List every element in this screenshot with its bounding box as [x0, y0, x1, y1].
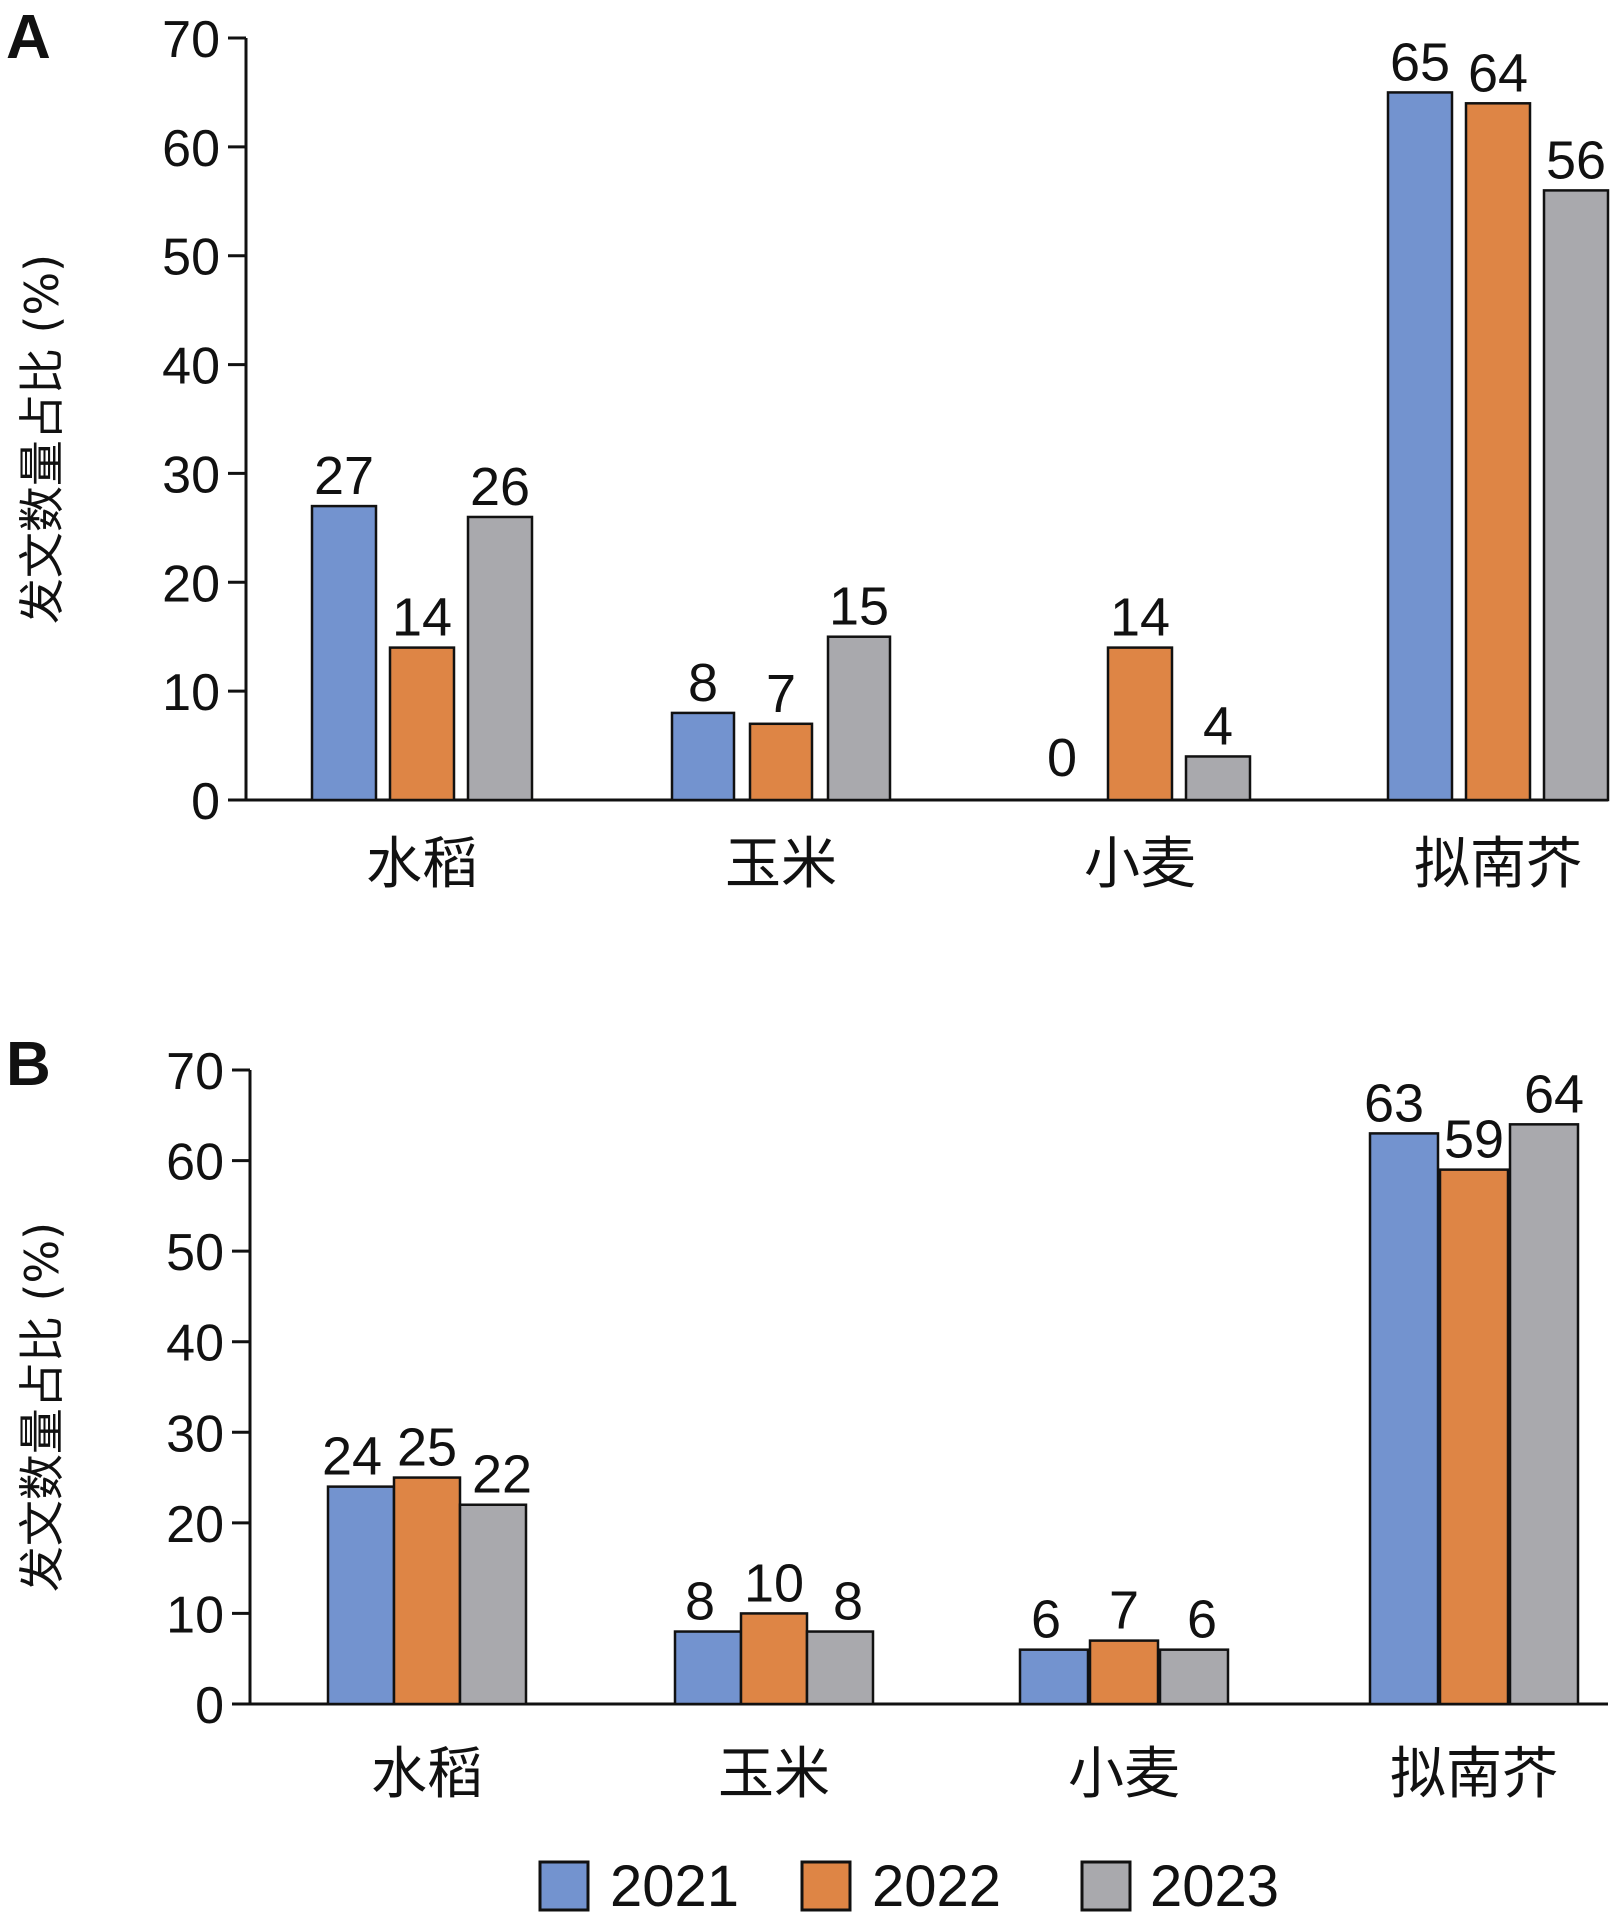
- chart-a-category-label: 玉米: [725, 832, 837, 897]
- chart-a-y-tick-label: 60: [162, 120, 220, 178]
- chart-b-bar-2023: [805, 1630, 875, 1706]
- chart-b-y-tick-label: 20: [166, 1496, 224, 1554]
- chart-b-y-tick-label: 40: [166, 1315, 224, 1373]
- legend-swatch-2022: [800, 1860, 852, 1912]
- chart-b-y-tick-label: 70: [166, 1043, 224, 1101]
- chart-b-category-label: 水稻: [371, 1742, 483, 1807]
- chart-a-y-tick-label: 70: [162, 11, 220, 69]
- chart-b-category-label: 拟南芥: [1390, 1742, 1558, 1807]
- chart-a-y-tick-label: 30: [162, 446, 220, 504]
- chart-a-y-tick-label: 50: [162, 229, 220, 287]
- chart-b-value-label: 24: [322, 1427, 382, 1487]
- chart-a-bar-2021: [1386, 91, 1454, 802]
- chart-b-value-label: 22: [472, 1445, 532, 1505]
- legend-swatch-2021: [538, 1860, 590, 1912]
- legend-label-2021: 2021: [610, 1854, 739, 1918]
- chart-a-value-label: 14: [1110, 588, 1170, 648]
- chart-b-bar-2022: [392, 1476, 462, 1706]
- chart-b-value-label: 6: [1187, 1590, 1217, 1650]
- chart-b-bar-2022: [739, 1612, 809, 1706]
- chart-a-value-label: 15: [829, 577, 889, 637]
- chart-b-bar-2023: [458, 1503, 528, 1706]
- chart-b-bar-2021: [1018, 1648, 1090, 1706]
- chart-b-value-label: 7: [1109, 1581, 1139, 1641]
- chart-b-value-label: 25: [397, 1418, 457, 1478]
- chart-a-value-label: 26: [470, 457, 530, 517]
- chart-b-bar-2022: [1438, 1168, 1510, 1706]
- legend-swatch-2023: [1080, 1860, 1132, 1912]
- chart-a-bar-2022: [1106, 646, 1174, 802]
- chart-b-panel-letter: B: [6, 1030, 51, 1099]
- chart-a-bar-2023: [466, 515, 534, 802]
- chart-a-panel-letter: A: [6, 3, 51, 72]
- chart-b-bar-2022: [1088, 1639, 1160, 1706]
- chart-b-bar-2021: [1368, 1132, 1440, 1706]
- chart-b-value-label: 8: [833, 1572, 863, 1632]
- chart-a-y-tick-label: 20: [162, 555, 220, 613]
- chart-a-value-label: 0: [1047, 728, 1077, 788]
- chart-b-y-tick-label: 0: [195, 1677, 224, 1735]
- chart-b-category-label: 玉米: [718, 1742, 830, 1807]
- chart-b-value-label: 10: [744, 1553, 804, 1613]
- chart-a-value-label: 14: [392, 588, 452, 648]
- legend: 2021 2022 2023: [538, 1854, 1279, 1918]
- chart-b-y-tick-label: 30: [166, 1405, 224, 1463]
- chart-a-value-label: 56: [1546, 130, 1606, 190]
- chart-b-y-tick-label: 60: [166, 1134, 224, 1192]
- chart-a-value-label: 65: [1390, 32, 1450, 92]
- chart-b-category-label: 小麦: [1068, 1742, 1180, 1807]
- chart-a-category-label: 水稻: [366, 832, 478, 897]
- chart-a-y-tick-label: 0: [191, 773, 220, 831]
- chart-b-value-label: 6: [1031, 1590, 1061, 1650]
- chart-b-y-tick-label: 10: [166, 1586, 224, 1644]
- chart-b-value-label: 8: [685, 1572, 715, 1632]
- chart-a-bar-2022: [1464, 102, 1532, 802]
- chart-b-bar-2021: [673, 1630, 743, 1706]
- chart-b-y-tick-label: 50: [166, 1224, 224, 1282]
- chart-a-value-label: 8: [688, 653, 718, 713]
- chart-a-category-label: 小麦: [1084, 832, 1196, 897]
- chart-b-bar-2023: [1158, 1648, 1230, 1706]
- chart-b-y-axis-title: 发文数量占比 (%): [15, 1222, 69, 1592]
- chart-a-value-label: 7: [766, 664, 796, 724]
- chart-a-value-label: 27: [314, 446, 374, 506]
- legend-label-2022: 2022: [872, 1854, 1001, 1918]
- chart-a-bar-2021: [310, 504, 378, 802]
- chart-a-bar-2022: [748, 722, 814, 802]
- chart-b-value-label: 63: [1364, 1073, 1424, 1133]
- chart-a-bar-2023: [1542, 189, 1610, 802]
- chart-a-category-label: 拟南芥: [1414, 832, 1582, 897]
- chart-b-value-label: 64: [1524, 1064, 1584, 1124]
- chart-a-y-axis-title: 发文数量占比 (%): [15, 254, 69, 624]
- chart-a-value-label: 4: [1203, 696, 1233, 756]
- chart-b-bar-2021: [326, 1485, 396, 1706]
- chart-a-bar-2023: [1184, 755, 1252, 802]
- chart-a-value-label: 64: [1468, 43, 1528, 103]
- chart-b-bar-2023: [1508, 1123, 1580, 1706]
- chart-a-y-tick-label: 40: [162, 338, 220, 396]
- chart-a-bar-2022: [388, 646, 456, 802]
- chart-b-value-label: 59: [1444, 1110, 1504, 1170]
- chart-a-y-tick-label: 10: [162, 664, 220, 722]
- panel-b: B 发文数量占比 (%) 0 10 20 30 40 50 60 70 24 25 22 水稻 8 10 8 玉米…: [6, 1030, 1608, 1807]
- legend-label-2023: 2023: [1150, 1854, 1279, 1918]
- chart-a-bar-2021: [670, 711, 736, 802]
- chart-a-bar-2023: [826, 635, 892, 802]
